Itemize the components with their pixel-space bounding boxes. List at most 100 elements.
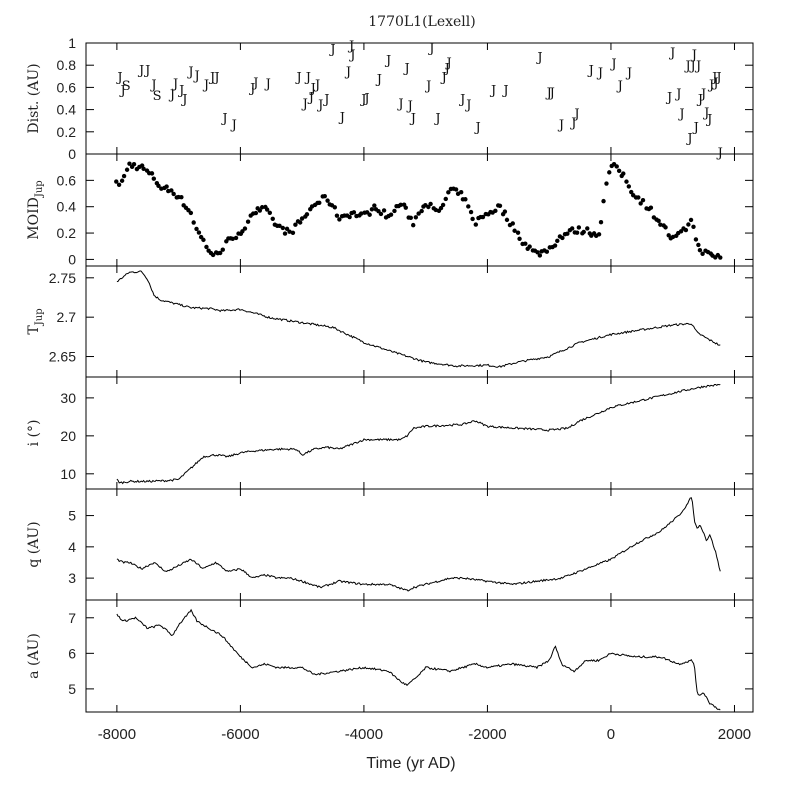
data-point (378, 211, 384, 217)
data-point (280, 225, 286, 231)
data-point (621, 171, 626, 176)
data-point (270, 216, 275, 221)
data-point (220, 247, 225, 252)
data-point-j: J (557, 118, 564, 133)
data-point-j: J (474, 120, 481, 135)
data-point-j: J (710, 70, 717, 85)
data-point (277, 223, 282, 229)
data-point (156, 183, 161, 189)
data-point-j: J (692, 120, 699, 135)
data-point (218, 250, 223, 256)
data-point (127, 161, 132, 166)
data-point-j: J (668, 46, 675, 61)
data-point-j: J (171, 77, 178, 92)
data-point-j: J (313, 78, 320, 93)
data-point-j: J (696, 93, 703, 108)
data-point-j: J (406, 99, 413, 114)
data-point (210, 252, 216, 258)
data-point-j: J (375, 73, 382, 88)
panel-tjup: 2.65 2.7 2.75 TJup (26, 265, 754, 378)
data-point (693, 237, 699, 242)
data-point-j: J (344, 65, 351, 80)
data-point (179, 194, 184, 200)
data-point-j: J (702, 106, 709, 121)
data-point (624, 179, 629, 184)
y-tick-label: 7 (68, 610, 76, 626)
y-tick-label: 5 (68, 508, 76, 524)
data-point-j: J (548, 86, 555, 101)
data-point-j: J (458, 93, 465, 108)
data-point (598, 219, 604, 225)
data-point (523, 241, 528, 246)
data-point (446, 190, 451, 195)
data-point-j: J (464, 98, 471, 113)
y-tick-label: 30 (60, 390, 76, 406)
y-tick-label: 4 (68, 539, 76, 555)
data-point (581, 229, 586, 235)
y-tick-label: 20 (60, 428, 76, 444)
data-point-j: J (212, 70, 219, 85)
data-point (596, 232, 602, 237)
data-point (585, 226, 590, 231)
data-point (443, 196, 448, 202)
y-axis-label-subscript: Jup (34, 180, 45, 198)
data-point-s: S (153, 89, 162, 104)
chart-title: 1770L1(Lexell) (368, 14, 475, 30)
data-point (253, 210, 259, 216)
data-point (259, 205, 265, 210)
data-point-j: J (118, 84, 125, 99)
data-point (419, 208, 424, 214)
data-point (700, 251, 705, 256)
data-point (264, 207, 270, 212)
y-tick-label: 0.6 (57, 79, 77, 95)
y-tick-label: 1 (68, 35, 76, 51)
data-point (204, 244, 209, 250)
data-point-j: J (177, 84, 184, 99)
data-point-j: J (307, 90, 314, 105)
data-point (626, 184, 632, 189)
y-tick-label: 3 (68, 570, 76, 586)
data-point-j: J (684, 59, 691, 74)
y-tick-label: 2.65 (49, 349, 76, 365)
data-point (480, 214, 486, 220)
data-point (411, 222, 416, 228)
data-point (576, 225, 582, 230)
y-tick-label: 0 (68, 251, 76, 267)
data-point (636, 195, 641, 200)
data-point (347, 214, 352, 220)
panel-a: 5 6 7 a (AU) (26, 599, 754, 713)
data-point (718, 255, 723, 260)
data-point-j: J (489, 84, 496, 99)
data-point (537, 253, 543, 258)
data-point (381, 208, 387, 213)
y-tick-label: 0.6 (57, 172, 77, 188)
data-point (493, 208, 498, 214)
data-point-j: J (359, 93, 366, 108)
data-point (282, 231, 288, 236)
data-point (164, 184, 169, 189)
data-point (686, 222, 691, 227)
data-point (535, 250, 540, 255)
data-point (510, 221, 515, 226)
data-point-j: J (409, 111, 416, 126)
data-point (413, 215, 419, 220)
y-axis-label: MOIDJup (26, 180, 45, 239)
data-point (663, 225, 668, 230)
data-point (322, 193, 327, 199)
data-point (512, 228, 517, 233)
data-point-j: J (545, 86, 552, 101)
y-tick-label: 2.7 (57, 309, 77, 325)
data-point-j: J (716, 146, 723, 161)
data-point (188, 210, 194, 216)
data-point-j: J (587, 64, 594, 79)
data-point-j: J (609, 57, 616, 72)
panel-frame (85, 599, 754, 713)
data-point (334, 213, 340, 218)
data-point (691, 224, 696, 229)
data-point (230, 236, 235, 242)
data-point (403, 205, 408, 210)
data-point (458, 190, 464, 195)
data-point-j: J (433, 111, 440, 126)
